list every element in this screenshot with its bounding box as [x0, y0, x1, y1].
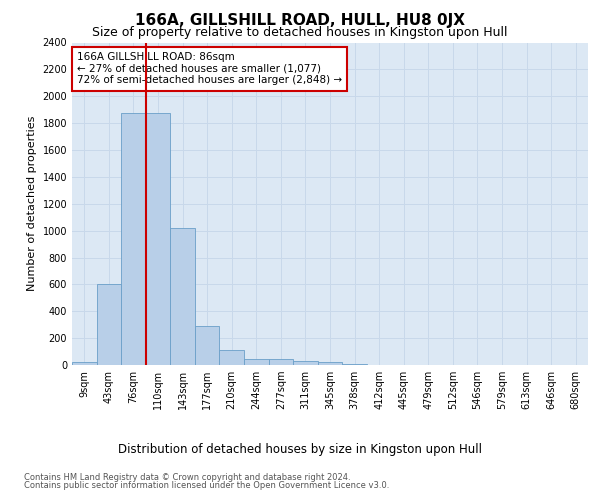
Bar — [195, 326, 220, 365]
Bar — [342, 364, 367, 365]
Bar — [97, 284, 121, 365]
Bar — [146, 113, 170, 365]
Text: Contains HM Land Registry data © Crown copyright and database right 2024.: Contains HM Land Registry data © Crown c… — [24, 472, 350, 482]
Bar — [244, 358, 269, 365]
Text: Contains public sector information licensed under the Open Government Licence v3: Contains public sector information licen… — [24, 481, 389, 490]
Bar — [121, 113, 146, 365]
Text: Size of property relative to detached houses in Kingston upon Hull: Size of property relative to detached ho… — [92, 26, 508, 39]
Bar — [318, 362, 342, 365]
Bar — [220, 350, 244, 365]
Bar — [293, 361, 318, 365]
Bar — [269, 358, 293, 365]
Text: 166A, GILLSHILL ROAD, HULL, HU8 0JX: 166A, GILLSHILL ROAD, HULL, HU8 0JX — [135, 12, 465, 28]
Text: 166A GILLSHILL ROAD: 86sqm
← 27% of detached houses are smaller (1,077)
72% of s: 166A GILLSHILL ROAD: 86sqm ← 27% of deta… — [77, 52, 342, 86]
Bar — [170, 228, 195, 365]
Y-axis label: Number of detached properties: Number of detached properties — [27, 116, 37, 292]
Text: Distribution of detached houses by size in Kingston upon Hull: Distribution of detached houses by size … — [118, 442, 482, 456]
Bar — [72, 362, 97, 365]
